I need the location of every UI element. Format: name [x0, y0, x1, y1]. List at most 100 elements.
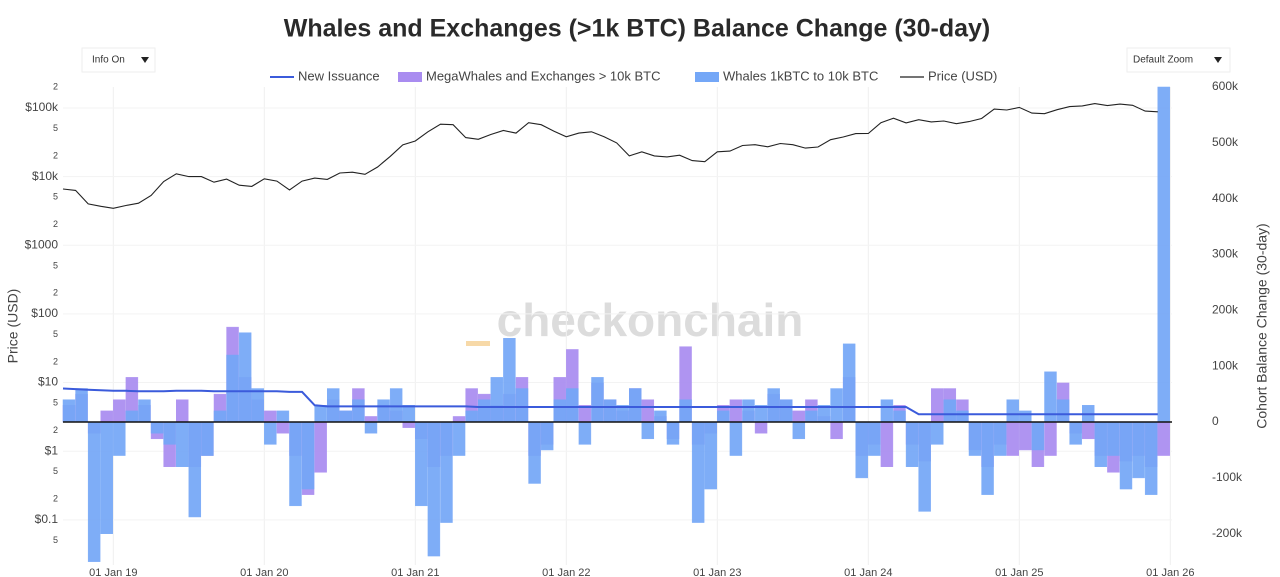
bar [138, 399, 151, 423]
bar [717, 410, 730, 423]
bar [1019, 410, 1032, 423]
y2-tick-label: 400k [1212, 191, 1239, 205]
bar [691, 421, 705, 523]
bar [729, 399, 743, 423]
bar [981, 421, 994, 495]
bar [641, 399, 655, 423]
bar [540, 421, 554, 451]
y-tick-label: 5 [53, 398, 58, 408]
dropdown-arrow[interactable] [1214, 57, 1222, 63]
dropdown-arrow[interactable] [141, 57, 149, 63]
bar [1031, 421, 1045, 451]
bar [956, 410, 969, 423]
bar [1019, 421, 1032, 451]
y2-axis-title: Cohort Balance Change (30-day) [1254, 223, 1270, 428]
bar [729, 421, 743, 456]
bar [767, 388, 780, 423]
bar [792, 421, 806, 440]
bar [314, 405, 327, 423]
y-tick-label: 5 [53, 192, 58, 202]
bar [629, 388, 642, 423]
bar [213, 410, 227, 423]
bar [226, 354, 239, 423]
y-tick-label: 2 [53, 356, 58, 366]
y-tick-label: 5 [53, 123, 58, 133]
bar [905, 421, 919, 467]
bar [113, 399, 126, 423]
bar [578, 421, 592, 445]
bar [993, 421, 1007, 456]
bar [666, 421, 680, 445]
bar [87, 421, 101, 562]
x-tick-label: 01 Jan 21 [391, 567, 439, 577]
y2-tick-label: 300k [1212, 247, 1239, 261]
bar [251, 388, 264, 423]
dropdown-box[interactable] [1126, 47, 1231, 73]
y-tick-label: $0.1 [35, 512, 59, 526]
info-dropdown[interactable]: Info On [81, 47, 156, 73]
bar [830, 421, 843, 440]
bar [478, 399, 491, 423]
y-tick-label: 5 [53, 260, 58, 270]
bar [868, 421, 881, 456]
bar [1144, 421, 1158, 495]
y-tick-label: 5 [53, 329, 58, 339]
bar [968, 421, 982, 456]
dropdown-box[interactable] [81, 47, 156, 73]
y-tick-label: $10 [38, 375, 58, 389]
watermark: checkonchain [497, 294, 804, 346]
bar [943, 399, 957, 423]
y-tick-label: $10k [32, 169, 59, 183]
legend-label: Price (USD) [928, 68, 997, 83]
bar [327, 388, 340, 423]
bar [452, 421, 466, 456]
bar [1119, 421, 1133, 490]
bar [1157, 86, 1170, 423]
bar [1006, 399, 1019, 423]
bar [1157, 421, 1170, 456]
y2-tick-label: 600k [1212, 79, 1239, 93]
bar [654, 410, 667, 423]
bar [276, 421, 290, 434]
dropdown-label[interactable]: Info On [92, 55, 125, 66]
bar [1132, 421, 1145, 479]
y-axis-title: Price (USD) [5, 289, 21, 364]
bar [289, 421, 302, 507]
y-tick-label: $1000 [25, 237, 59, 251]
bar [389, 388, 403, 423]
x-tick-label: 01 Jan 19 [89, 567, 137, 577]
bar [452, 416, 466, 423]
y2-tick-label: 200k [1212, 303, 1239, 317]
x-tick-label: 01 Jan 25 [995, 567, 1043, 577]
y-tick-label: 2 [53, 425, 58, 435]
bar [1107, 421, 1120, 456]
bar [830, 388, 843, 423]
bar [427, 421, 441, 557]
bar [805, 410, 818, 423]
x-tick-label: 01 Jan 22 [542, 567, 590, 577]
bar [62, 399, 76, 423]
bar [855, 421, 868, 479]
dropdown-label[interactable]: Default Zoom [1133, 55, 1193, 66]
bar [742, 399, 755, 423]
y2-tick-label: -100k [1212, 470, 1243, 484]
bar [238, 332, 252, 423]
bar [163, 421, 176, 445]
legend-label: Whales 1kBTC to 10k BTC [723, 68, 878, 83]
y-tick-label: $100 [31, 306, 58, 320]
zoom-dropdown[interactable]: Default Zoom [1126, 47, 1231, 73]
y-tick-label: $100k [25, 100, 59, 114]
bar [1056, 399, 1070, 423]
bar [264, 410, 277, 423]
watermark-dash [466, 341, 490, 346]
legend-label: MegaWhales and Exchanges > 10k BTC [426, 68, 661, 83]
x-tick-label: 01 Jan 20 [240, 567, 288, 577]
legend-swatch [398, 72, 422, 82]
bar [780, 399, 793, 423]
bar [842, 343, 856, 423]
bar [264, 421, 277, 445]
bar [1044, 421, 1057, 456]
bar [402, 405, 415, 423]
bar [528, 421, 541, 484]
y2-tick-label: 0 [1212, 414, 1219, 428]
